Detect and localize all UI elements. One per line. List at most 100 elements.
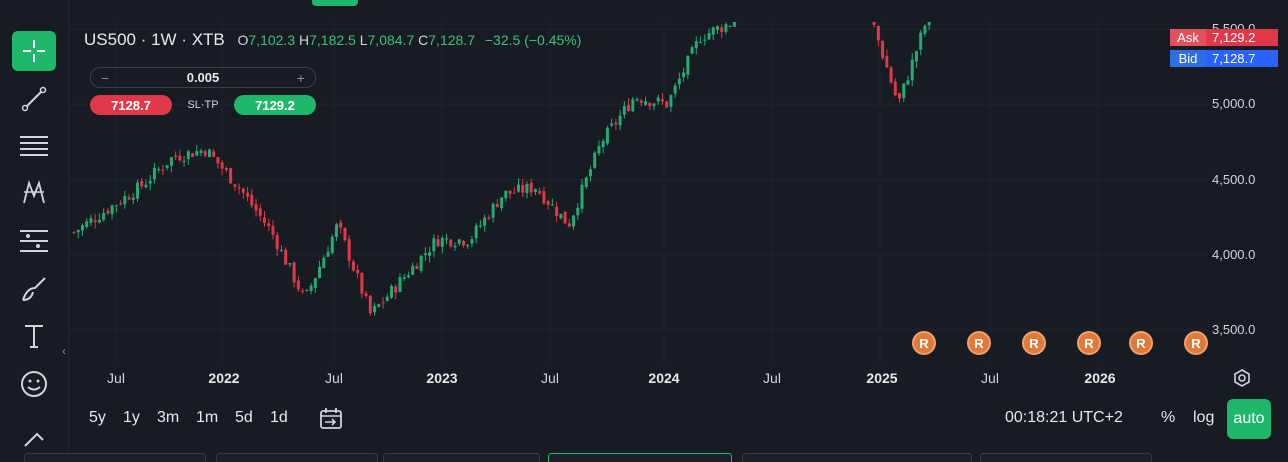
dividend-marker-icon[interactable]: R	[1022, 331, 1046, 355]
candle-body	[440, 237, 444, 247]
ruler-icon[interactable]	[12, 425, 56, 455]
crosshair-tool-icon[interactable]	[12, 31, 56, 71]
log-scale-toggle[interactable]: log	[1193, 409, 1215, 426]
bid-label: Bid	[1170, 50, 1206, 67]
percent-scale-toggle[interactable]: %	[1161, 409, 1176, 426]
candle-body	[254, 204, 258, 211]
candle-body	[517, 184, 521, 192]
candle-body	[381, 302, 385, 304]
candle-body	[656, 97, 660, 102]
dividend-marker-icon[interactable]: R	[967, 331, 991, 355]
candle-body	[144, 184, 148, 188]
sl-tp-button[interactable]: SL·TP	[187, 99, 219, 111]
range-button-5y[interactable]: 5y	[89, 409, 106, 426]
candle-body	[174, 155, 178, 157]
quantity-stepper[interactable]: − 0.005 +	[90, 67, 316, 88]
candle-body	[910, 59, 914, 81]
candle-body	[732, 22, 736, 27]
goto-date-icon[interactable]	[318, 406, 344, 437]
price-tick-label: 3,500.0	[1212, 322, 1256, 337]
brush-icon[interactable]	[12, 269, 56, 309]
clock-timezone[interactable]: 00:18:21 UTC+2	[1005, 409, 1123, 426]
bottom-tab[interactable]	[24, 453, 206, 462]
dividend-marker-icon[interactable]: R	[1184, 331, 1208, 355]
bottom-tab[interactable]	[742, 453, 972, 462]
candle-body	[212, 151, 216, 157]
dividend-marker-icon[interactable]: R	[1129, 331, 1153, 355]
candle-body	[699, 41, 703, 43]
candle-body	[178, 155, 182, 161]
collapse-toolbar-icon[interactable]: ‹	[62, 344, 66, 358]
pattern-tool-icon[interactable]	[12, 173, 56, 213]
settings-gear-icon[interactable]	[1232, 368, 1252, 393]
candle-body	[334, 224, 338, 237]
candle-body	[627, 104, 631, 111]
bottom-tab[interactable]	[216, 453, 378, 462]
top-tab-stub[interactable]	[312, 0, 358, 6]
candle-body	[542, 191, 546, 204]
candle-body	[419, 255, 423, 271]
sell-button[interactable]: 7128.7	[90, 95, 172, 115]
dividend-marker-icon[interactable]: R	[1077, 331, 1101, 355]
candle-body	[588, 169, 592, 177]
candle-body	[85, 221, 89, 228]
range-button-1y[interactable]: 1y	[123, 409, 140, 426]
time-tick-label: 2023	[426, 370, 458, 386]
range-button-1m[interactable]: 1m	[196, 409, 219, 426]
dividend-marker-icon[interactable]: R	[912, 331, 936, 355]
candle-body	[415, 265, 419, 270]
candle-body	[326, 251, 330, 257]
candle-body	[203, 151, 207, 156]
auto-scale-toggle[interactable]: auto	[1227, 399, 1271, 439]
price-chart[interactable]	[68, 22, 1208, 362]
time-tick-label: 2025	[866, 370, 898, 386]
range-button-1d[interactable]: 1d	[270, 409, 288, 426]
ask-price-tag: Ask 7,129.2	[1170, 29, 1278, 46]
decrease-button[interactable]: −	[101, 69, 110, 86]
candle-body	[660, 99, 664, 102]
trend-line-icon[interactable]	[12, 79, 56, 119]
time-tick-label: 2026	[1084, 370, 1116, 386]
candle-body	[207, 149, 211, 158]
candle-body	[279, 249, 283, 251]
candle-body	[631, 99, 635, 112]
candle-body	[898, 93, 902, 99]
candle-body	[677, 78, 681, 85]
text-tool-icon[interactable]	[12, 316, 56, 356]
bottom-tab[interactable]	[383, 453, 540, 462]
candle-body	[682, 72, 686, 78]
candle-body	[271, 226, 275, 235]
candle-body	[318, 266, 322, 278]
candle-body	[199, 150, 203, 153]
candle-body	[618, 115, 622, 126]
low-label: L	[359, 32, 368, 48]
candle-body	[593, 152, 597, 168]
quantity-value[interactable]: 0.005	[186, 70, 220, 85]
bid-value: 7,128.7	[1206, 50, 1278, 67]
candle-body	[889, 67, 893, 83]
range-button-3m[interactable]: 3m	[157, 409, 180, 426]
forecast-tool-icon[interactable]	[12, 221, 56, 261]
candle-body	[914, 51, 918, 62]
candle-body	[902, 83, 906, 99]
candle-body	[466, 244, 470, 247]
bottom-tab-active[interactable]	[548, 453, 732, 462]
candle-body	[652, 103, 656, 106]
ask-value: 7,129.2	[1206, 29, 1278, 46]
buy-button[interactable]: 7129.2	[234, 95, 316, 115]
time-tick-label: Jul	[107, 370, 125, 386]
price-tick-label: 5,000.0	[1212, 96, 1256, 112]
fib-retracement-icon[interactable]	[12, 126, 56, 166]
candle-body	[449, 239, 453, 247]
emoji-icon[interactable]	[12, 364, 56, 404]
price-tick-label: 4,000.0	[1212, 246, 1256, 262]
increase-button[interactable]: +	[296, 69, 305, 86]
bottom-tab[interactable]	[980, 453, 1152, 462]
candle-body	[152, 168, 156, 180]
symbol-label[interactable]: US500 · 1W · XTB	[84, 30, 225, 49]
range-button-5d[interactable]: 5d	[235, 409, 253, 426]
open-value: 7,102.3	[248, 32, 296, 48]
candle-body	[445, 238, 449, 240]
candle-body	[927, 22, 931, 26]
time-tick-label: Jul	[981, 370, 999, 386]
